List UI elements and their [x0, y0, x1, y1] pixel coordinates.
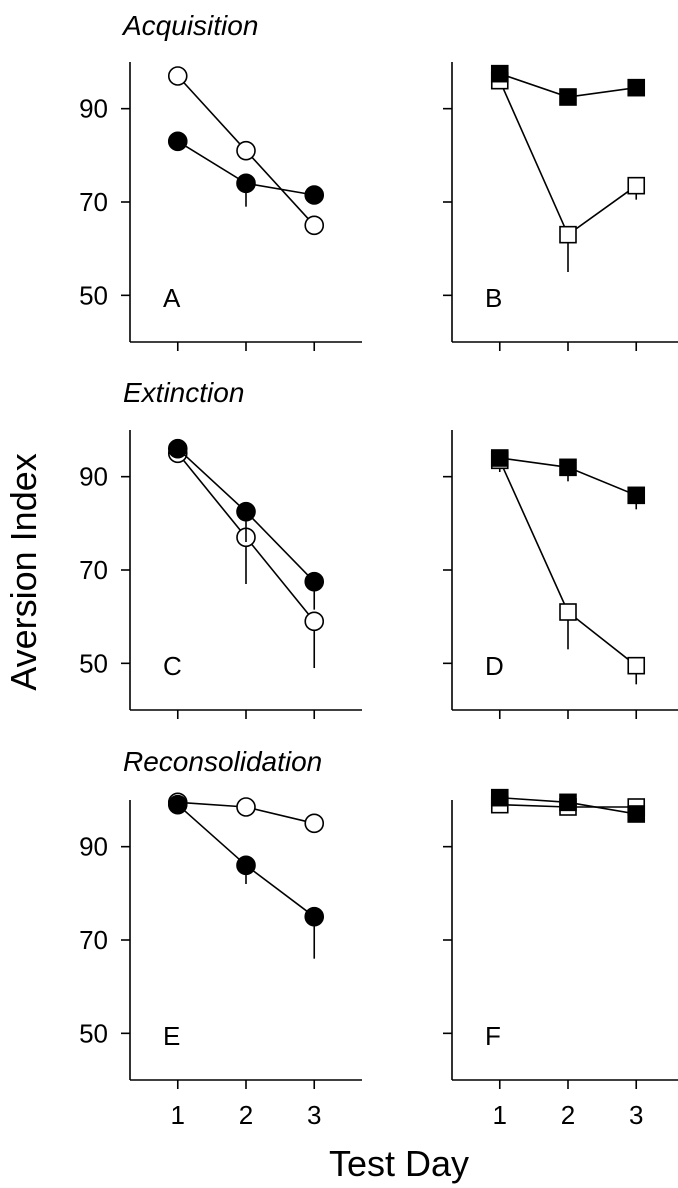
data-point	[167, 66, 188, 86]
y-tick-label: 90	[79, 462, 108, 492]
data-point	[490, 449, 509, 467]
series-open-square	[490, 451, 646, 685]
row-title-extinction: Extinction	[123, 377, 244, 408]
y-tick-label: 50	[79, 1018, 108, 1048]
data-point	[627, 486, 646, 505]
x-tick-label: 3	[629, 1100, 643, 1130]
panel-letter-c: C	[163, 651, 182, 681]
data-point	[304, 906, 325, 927]
data-point	[304, 215, 325, 236]
data-point	[559, 88, 577, 106]
x-tick-label: 2	[561, 1100, 575, 1130]
y-tick-label: 90	[79, 94, 108, 124]
data-point	[167, 794, 188, 815]
data-point	[167, 131, 188, 152]
series-filled-square	[490, 788, 646, 823]
series-filled-circle	[167, 131, 325, 207]
series-open-circle	[167, 792, 325, 834]
panel-letter-a: A	[163, 283, 181, 313]
panel-letter-e: E	[163, 1021, 180, 1051]
data-point	[236, 173, 256, 194]
y-tick-label: 50	[79, 280, 108, 310]
panel-f: 1 2 3 F	[443, 788, 678, 1130]
data-point	[559, 225, 577, 244]
series-filled-circle	[167, 794, 325, 959]
data-point	[236, 140, 256, 161]
data-point	[559, 793, 577, 812]
data-point	[236, 855, 256, 876]
series-filled-square	[490, 64, 646, 106]
x-tick-label: 3	[307, 1100, 321, 1130]
series-filled-circle	[167, 438, 325, 610]
series-open-circle	[167, 443, 325, 668]
data-point	[236, 797, 256, 817]
panel-b: B	[443, 62, 678, 351]
data-point	[627, 176, 646, 195]
data-point	[627, 805, 646, 823]
data-point	[490, 64, 509, 83]
panel-letter-d: D	[485, 651, 504, 681]
row-title-acquisition: Acquisition	[121, 10, 258, 41]
panel-letter-b: B	[485, 283, 502, 313]
x-tick-label: 2	[239, 1100, 253, 1130]
data-point	[304, 813, 325, 834]
series-open-circle	[167, 66, 325, 236]
data-point	[167, 438, 188, 459]
data-point	[490, 788, 509, 807]
y-tick-label: 70	[79, 555, 108, 585]
data-point	[304, 185, 325, 205]
panel-d: D	[443, 430, 678, 719]
panel-a: 50 70 90 A	[79, 62, 362, 351]
panel-c: 50 70 90 C	[79, 430, 362, 719]
x-axis-title: Test Day	[329, 1143, 469, 1184]
y-axis-title: Aversion Index	[3, 453, 44, 690]
row-title-reconsolidation: Reconsolidation	[123, 746, 322, 777]
data-point	[559, 458, 577, 477]
data-point	[627, 78, 646, 97]
data-point	[236, 501, 256, 522]
panel-letter-f: F	[485, 1021, 501, 1051]
y-tick-label: 70	[79, 187, 108, 217]
data-point	[627, 656, 646, 675]
panel-e: 50 70 90 1 2 3 E	[79, 792, 362, 1130]
data-point	[304, 611, 325, 632]
y-tick-label: 50	[79, 648, 108, 678]
y-tick-label: 90	[79, 832, 108, 862]
x-tick-label: 1	[171, 1100, 185, 1130]
x-tick-label: 1	[493, 1100, 507, 1130]
data-point	[304, 571, 325, 592]
y-tick-label: 70	[79, 925, 108, 955]
series-filled-square	[490, 449, 646, 510]
data-point	[559, 603, 577, 621]
